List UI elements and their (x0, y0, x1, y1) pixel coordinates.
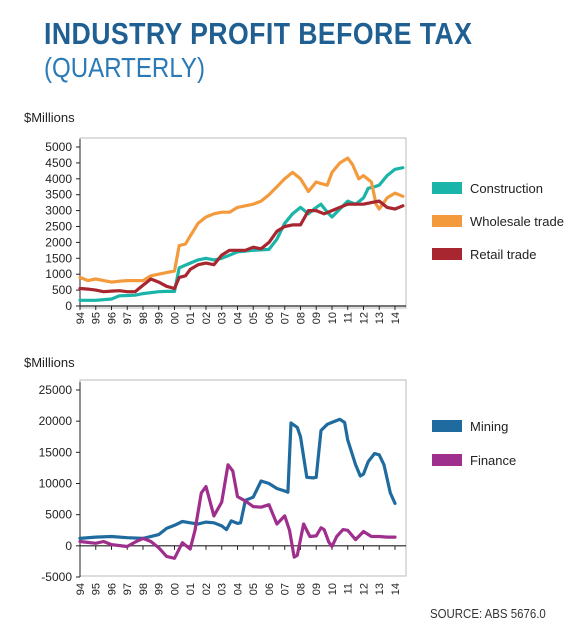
x-tick-label: 12 (358, 312, 370, 324)
y-tick-label: 10000 (39, 477, 73, 491)
y-tick-label: -5000 (41, 570, 72, 584)
y-tick-label: 0 (65, 299, 72, 313)
x-tick-label: 14 (390, 583, 402, 595)
y-tick-label: 0 (65, 539, 72, 553)
x-tick-label: 09 (311, 583, 323, 595)
y-tick-label: 5000 (45, 140, 72, 154)
x-tick-label: 94 (75, 312, 87, 324)
legend-label-wholesale-trade: Wholesale trade (470, 214, 564, 229)
legend-swatch-retail-trade (432, 248, 462, 260)
y-tick-label: 15000 (39, 445, 73, 459)
x-tick-label: 02 (201, 312, 213, 324)
x-tick-label: 01 (185, 312, 197, 324)
y-tick-label: 3500 (45, 188, 72, 202)
y-tick-label: 4000 (45, 172, 72, 186)
legend-swatch-wholesale-trade (432, 215, 462, 227)
x-tick-label: 01 (185, 583, 197, 595)
x-tick-label: 96 (106, 312, 118, 324)
charts-canvas: $Millions 050010001500200025003000350040… (24, 110, 564, 595)
legend-swatch-finance (432, 454, 462, 466)
y-axis-label-bottom: $Millions (24, 355, 75, 370)
x-tick-label: 06 (264, 312, 276, 324)
x-tick-label: 03 (217, 583, 229, 595)
y-axis-label-top: $Millions (24, 110, 75, 125)
x-tick-label: 13 (374, 312, 386, 324)
x-tick-label: 98 (138, 312, 150, 324)
x-tick-label: 02 (201, 583, 213, 595)
legend-label-mining: Mining (470, 419, 508, 434)
y-tick-label: 25000 (39, 383, 73, 397)
x-tick-label: 05 (248, 583, 260, 595)
source-note: SOURCE: ABS 5676.0 (430, 606, 546, 621)
top-chart-frame (79, 137, 407, 309)
y-tick-label: 2500 (45, 220, 72, 234)
legend-swatch-mining (432, 420, 462, 432)
x-tick-label: 94 (75, 583, 87, 595)
series-line-construction (78, 166, 405, 302)
legend-label-retail-trade: Retail trade (470, 247, 536, 262)
x-tick-label: 99 (154, 583, 166, 595)
y-tick-label: 500 (52, 283, 72, 297)
x-tick-label: 12 (358, 583, 370, 595)
x-tick-label: 10 (327, 583, 339, 595)
y-tick-label: 5000 (45, 508, 72, 522)
legend-label-finance: Finance (470, 453, 516, 468)
y-tick-label: 3000 (45, 204, 72, 218)
x-tick-label: 95 (91, 583, 103, 595)
chart-title: INDUSTRY PROFIT BEFORE TAX (44, 16, 473, 51)
x-tick-label: 07 (280, 312, 292, 324)
x-tick-label: 05 (248, 312, 260, 324)
x-tick-label: 09 (311, 312, 323, 324)
y-tick-label: 1500 (45, 251, 72, 265)
x-tick-label: 13 (374, 583, 386, 595)
x-tick-label: 95 (91, 312, 103, 324)
x-tick-label: 08 (295, 312, 307, 324)
y-tick-label: 2000 (45, 235, 72, 249)
legend-swatch-construction (432, 182, 462, 194)
chart-subtitle: (QUARTERLY) (44, 52, 206, 83)
x-tick-label: 00 (169, 312, 181, 324)
x-tick-label: 99 (154, 312, 166, 324)
x-tick-label: 07 (280, 583, 292, 595)
x-tick-label: 06 (264, 583, 276, 595)
x-tick-label: 00 (169, 583, 181, 595)
x-tick-label: 96 (106, 583, 118, 595)
y-tick-label: 20000 (39, 414, 73, 428)
x-tick-label: 97 (122, 312, 134, 324)
legend-label-construction: Construction (470, 181, 543, 196)
y-tick-label: 1000 (45, 267, 72, 281)
x-tick-label: 14 (390, 312, 402, 324)
series-line-wholesale-trade (78, 156, 405, 284)
x-tick-label: 10 (327, 312, 339, 324)
top-chart: 0500100015002000250030003500400045005000… (45, 137, 564, 324)
x-tick-label: 03 (217, 312, 229, 324)
x-tick-label: 97 (122, 583, 134, 595)
x-tick-label: 11 (343, 312, 355, 323)
y-tick-label: 4500 (45, 156, 72, 170)
series-line-finance (78, 463, 397, 560)
x-tick-label: 11 (343, 583, 355, 594)
x-tick-label: 08 (295, 583, 307, 595)
x-tick-label: 04 (232, 312, 244, 324)
x-tick-label: 98 (138, 583, 150, 595)
x-tick-label: 04 (232, 583, 244, 595)
series-line-retail-trade (78, 199, 405, 294)
series-line-mining (78, 417, 397, 540)
